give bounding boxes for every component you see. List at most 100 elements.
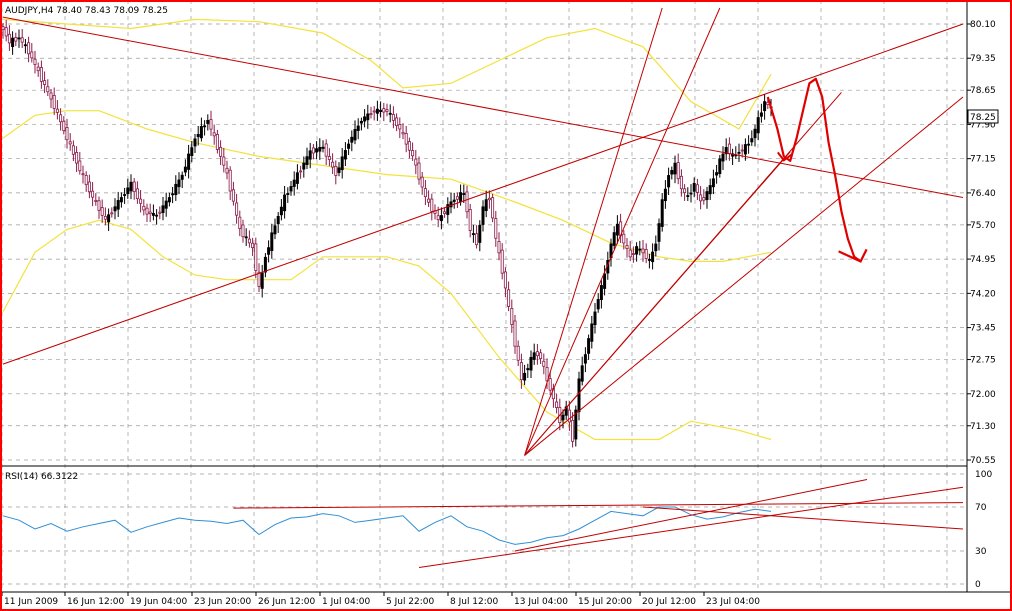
candle-body xyxy=(113,206,117,212)
candle-body xyxy=(743,144,747,155)
candle-body xyxy=(708,185,712,195)
candle-body xyxy=(148,211,152,215)
candle-body xyxy=(126,187,130,195)
candle-body xyxy=(71,145,75,155)
candle-body xyxy=(596,299,600,310)
price-axis-tick-label: 71.30 xyxy=(970,422,996,432)
candle-body xyxy=(241,224,245,238)
candle-body xyxy=(545,367,549,382)
candle-body xyxy=(36,66,40,72)
forecast-arrow-head xyxy=(838,248,868,263)
candle-body xyxy=(641,248,645,254)
candle-body xyxy=(167,197,171,203)
rsi-trendline xyxy=(233,502,964,509)
candle-body xyxy=(491,197,495,219)
candle-body xyxy=(100,207,104,216)
candle-body xyxy=(497,241,501,254)
candle-body xyxy=(11,37,15,47)
candle-body xyxy=(673,162,677,175)
current-price-marker: 78.25 xyxy=(967,109,999,124)
candle-body xyxy=(759,112,763,117)
rsi-axis-tick-label: 0 xyxy=(975,580,981,590)
candle-body xyxy=(279,206,283,216)
candle-body xyxy=(452,199,456,202)
candle-body xyxy=(302,162,306,170)
candle-body xyxy=(702,197,706,201)
candle-body xyxy=(231,189,235,202)
candle-body xyxy=(187,153,191,170)
candle-body xyxy=(343,150,347,160)
rsi-axis-tick-label: 30 xyxy=(975,547,987,557)
candle-body xyxy=(276,215,280,225)
candle-body xyxy=(20,37,24,43)
price-axis-tick-label: 70.55 xyxy=(970,456,996,466)
candle-body xyxy=(225,167,229,174)
candle-body xyxy=(311,147,315,154)
candle-body xyxy=(567,409,571,423)
candle-body xyxy=(4,27,8,37)
candle-body xyxy=(401,131,405,135)
candle-body xyxy=(523,372,527,381)
candle-body xyxy=(459,192,463,203)
candle-body xyxy=(286,193,290,196)
candle-body xyxy=(651,251,655,263)
candle-body xyxy=(635,246,639,255)
time-axis-tick-label: 13 Jul 04:00 xyxy=(514,597,568,607)
candle-body xyxy=(164,200,168,209)
candle-body xyxy=(372,110,376,113)
candle-body xyxy=(289,186,293,192)
candle-body xyxy=(263,256,267,273)
candle-body xyxy=(379,109,383,112)
candle-body xyxy=(308,150,312,160)
time-axis-tick-label: 23 Jul 04:00 xyxy=(706,597,760,607)
rsi-trendline xyxy=(642,506,964,530)
price-axis-tick-label: 77.15 xyxy=(970,155,996,165)
candle-body xyxy=(404,133,408,145)
candle-body xyxy=(129,181,133,192)
candle-body xyxy=(331,161,335,168)
grid xyxy=(0,0,967,592)
candle-body xyxy=(337,167,341,173)
candle-body xyxy=(347,143,351,149)
candle-body xyxy=(699,194,703,202)
candle-body xyxy=(81,173,85,176)
bollinger-upper-line xyxy=(2,18,772,130)
candle-body xyxy=(683,188,687,194)
candle-body xyxy=(375,108,379,114)
candle-body xyxy=(145,207,149,215)
candle-body xyxy=(219,146,223,157)
candle-body xyxy=(436,215,440,221)
time-axis-tick-label: 20 Jul 12:00 xyxy=(642,597,696,607)
price-axis-tick-label: 78.65 xyxy=(970,86,996,96)
candle-body xyxy=(183,166,187,173)
candle-body xyxy=(715,172,719,176)
candle-body xyxy=(740,149,744,152)
candle-body xyxy=(388,112,392,115)
candle-body xyxy=(548,378,552,391)
candle-body xyxy=(177,179,181,188)
candle-body xyxy=(139,198,143,204)
candle-body xyxy=(43,80,47,85)
candle-body xyxy=(353,129,357,141)
current-price-box xyxy=(967,109,999,124)
candle-body xyxy=(593,311,597,326)
candle-body xyxy=(180,174,184,180)
candle-body xyxy=(737,151,741,154)
candle-body xyxy=(603,273,607,289)
candle-body xyxy=(686,195,690,197)
candle-body xyxy=(724,147,728,155)
candle-body xyxy=(52,95,56,109)
candle-body xyxy=(631,253,635,256)
candle-body xyxy=(503,271,507,289)
candle-body xyxy=(356,125,360,131)
candle-body xyxy=(305,156,309,165)
candle-body xyxy=(615,223,619,236)
candle-body xyxy=(670,170,674,175)
candle-body xyxy=(561,414,565,421)
candle-body xyxy=(270,232,274,252)
candle-body xyxy=(481,206,485,225)
candle-body xyxy=(7,33,11,44)
candle-body xyxy=(695,184,699,193)
candle-body xyxy=(590,323,594,342)
